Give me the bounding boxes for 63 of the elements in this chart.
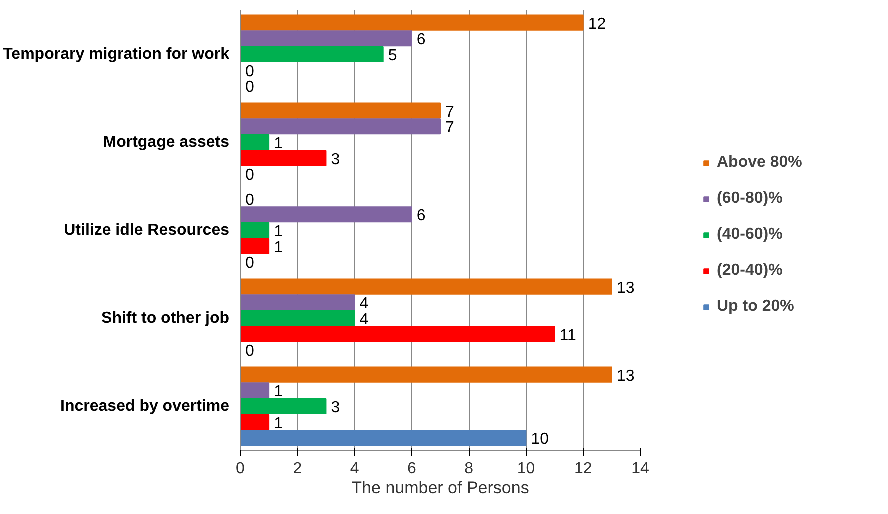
data-label: 6 xyxy=(416,32,426,49)
x-axis-title: The number of Persons xyxy=(352,478,530,498)
legend-label: (20-40)% xyxy=(717,262,783,280)
legend-label: Above 80% xyxy=(717,154,802,172)
data-label: 0 xyxy=(246,167,254,184)
data-label: 5 xyxy=(388,48,398,64)
y-tick-label: Mortgage assets xyxy=(103,134,230,151)
x-tick-label: 4 xyxy=(350,460,360,478)
data-label: 10 xyxy=(531,431,550,448)
bar xyxy=(240,382,270,399)
x-tick-label: 8 xyxy=(464,460,474,478)
data-label: 1 xyxy=(274,224,284,240)
bar xyxy=(240,118,441,135)
bar xyxy=(240,222,270,239)
data-label: 0 xyxy=(246,63,254,80)
bar xyxy=(240,14,584,31)
y-tick-label: Shift to other job xyxy=(102,310,230,327)
data-label: 6 xyxy=(416,208,426,225)
data-label: 11 xyxy=(560,327,576,344)
bar xyxy=(240,366,612,383)
data-label: 1 xyxy=(274,415,284,432)
bar xyxy=(240,326,556,342)
data-label: 1 xyxy=(274,239,284,256)
legend-label: Up to 20% xyxy=(717,298,794,316)
data-label: 0 xyxy=(246,255,254,272)
x-tick-label: 6 xyxy=(407,460,416,478)
x-tick-label: 2 xyxy=(293,460,302,478)
bar xyxy=(240,102,441,119)
legend-label: (60-80)% xyxy=(717,190,783,208)
y-tick-label: Utilize idle Resources xyxy=(64,222,230,239)
data-label: 7 xyxy=(446,104,454,121)
bar xyxy=(240,238,270,254)
bar xyxy=(240,414,270,430)
bar xyxy=(240,30,412,47)
bar xyxy=(240,398,327,415)
data-label: 7 xyxy=(446,120,454,137)
data-label: 4 xyxy=(360,296,369,313)
x-tick-label: 10 xyxy=(517,460,536,478)
bar xyxy=(240,278,612,295)
bar xyxy=(240,430,527,446)
data-label: 0 xyxy=(246,343,254,360)
data-label: 1 xyxy=(274,384,284,401)
y-tick-label: Temporary migration for work xyxy=(3,46,230,63)
y-tick-label: Increased by overtime xyxy=(60,398,230,415)
data-label: 0 xyxy=(246,192,254,209)
data-label: 1 xyxy=(274,136,284,152)
bar xyxy=(240,46,384,63)
legend-label: (40-60)% xyxy=(717,226,783,244)
data-label: 12 xyxy=(588,16,606,33)
x-tick-label: 14 xyxy=(632,460,650,478)
data-label: 0 xyxy=(246,79,254,96)
bar xyxy=(240,134,270,151)
data-label: 3 xyxy=(331,151,340,168)
bar xyxy=(240,206,412,223)
data-label: 13 xyxy=(616,280,635,297)
bar xyxy=(240,294,356,311)
data-label: 4 xyxy=(360,312,369,328)
x-tick-label: 0 xyxy=(236,460,246,478)
bar xyxy=(240,150,327,166)
data-label: 13 xyxy=(616,368,635,385)
data-label: 3 xyxy=(331,400,340,416)
x-tick-label: 12 xyxy=(574,460,592,478)
bar xyxy=(240,310,356,327)
